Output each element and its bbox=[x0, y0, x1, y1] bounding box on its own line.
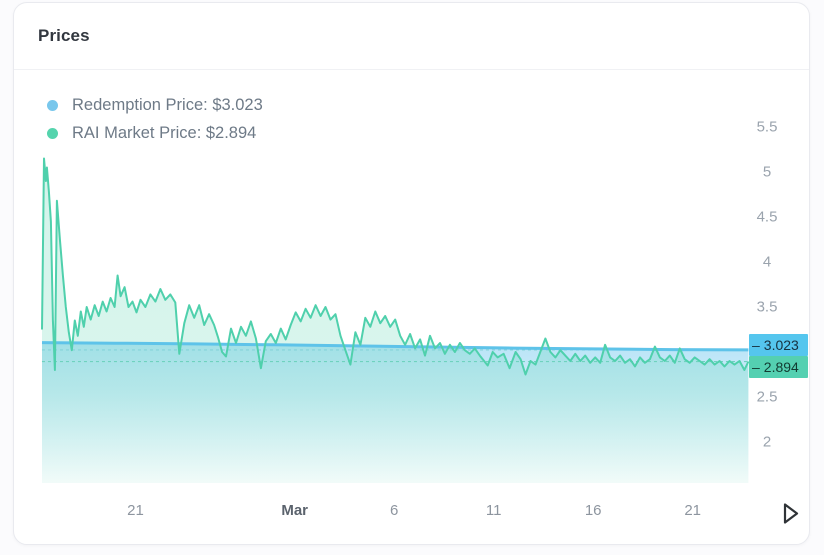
play-arrow-icon bbox=[783, 503, 799, 524]
legend-label-redemption: Redemption Price: $3.023 bbox=[72, 95, 263, 114]
market-area bbox=[42, 158, 749, 483]
card-header: Prices bbox=[14, 3, 809, 70]
redemption-price-badge: – 3.023 bbox=[749, 334, 808, 356]
chart-layers bbox=[41, 157, 750, 483]
y-tick-label: 2.5 bbox=[756, 388, 778, 406]
badge-tick-dash: – bbox=[752, 337, 760, 353]
x-tick-label: 6 bbox=[390, 502, 399, 519]
redemption-area bbox=[42, 342, 749, 483]
chart-legend: Redemption Price: $3.023 RAI Market Pric… bbox=[47, 91, 263, 147]
y-tick-label: 5 bbox=[762, 163, 772, 181]
badge-tick-dash: – bbox=[752, 359, 760, 375]
redemption-price-value: 3.023 bbox=[763, 337, 799, 353]
redemption-price-dot-icon bbox=[47, 99, 58, 111]
market-price-dot-icon bbox=[47, 127, 58, 139]
x-tick-label: Mar bbox=[281, 502, 309, 519]
x-tick-label: 11 bbox=[485, 502, 502, 519]
legend-item-market-price[interactable]: RAI Market Price: $2.894 bbox=[47, 119, 263, 147]
page-title: Prices bbox=[38, 26, 90, 45]
redemption-price-line bbox=[41, 341, 749, 352]
market-price-value: 2.894 bbox=[763, 359, 799, 375]
legend-item-redemption-price[interactable]: Redemption Price: $3.023 bbox=[47, 91, 263, 119]
next-arrow-button[interactable] bbox=[774, 498, 806, 530]
prices-card: Prices Redemption Price: $3.023 bbox=[13, 2, 810, 545]
legend-label-market: RAI Market Price: $2.894 bbox=[72, 123, 257, 142]
y-tick-label: 2 bbox=[762, 433, 772, 451]
market-price-line bbox=[41, 157, 750, 376]
x-tick-label: 21 bbox=[684, 502, 702, 519]
price-chart[interactable] bbox=[14, 3, 810, 545]
y-tick-label: 4 bbox=[762, 253, 772, 271]
y-tick-label: 3.5 bbox=[756, 298, 778, 316]
y-tick-label: 5.5 bbox=[756, 118, 778, 136]
x-tick-label: 16 bbox=[584, 502, 602, 519]
y-tick-label: 4.5 bbox=[756, 208, 778, 226]
market-price-badge: – 2.894 bbox=[749, 356, 808, 378]
x-tick-label: 21 bbox=[127, 502, 144, 519]
